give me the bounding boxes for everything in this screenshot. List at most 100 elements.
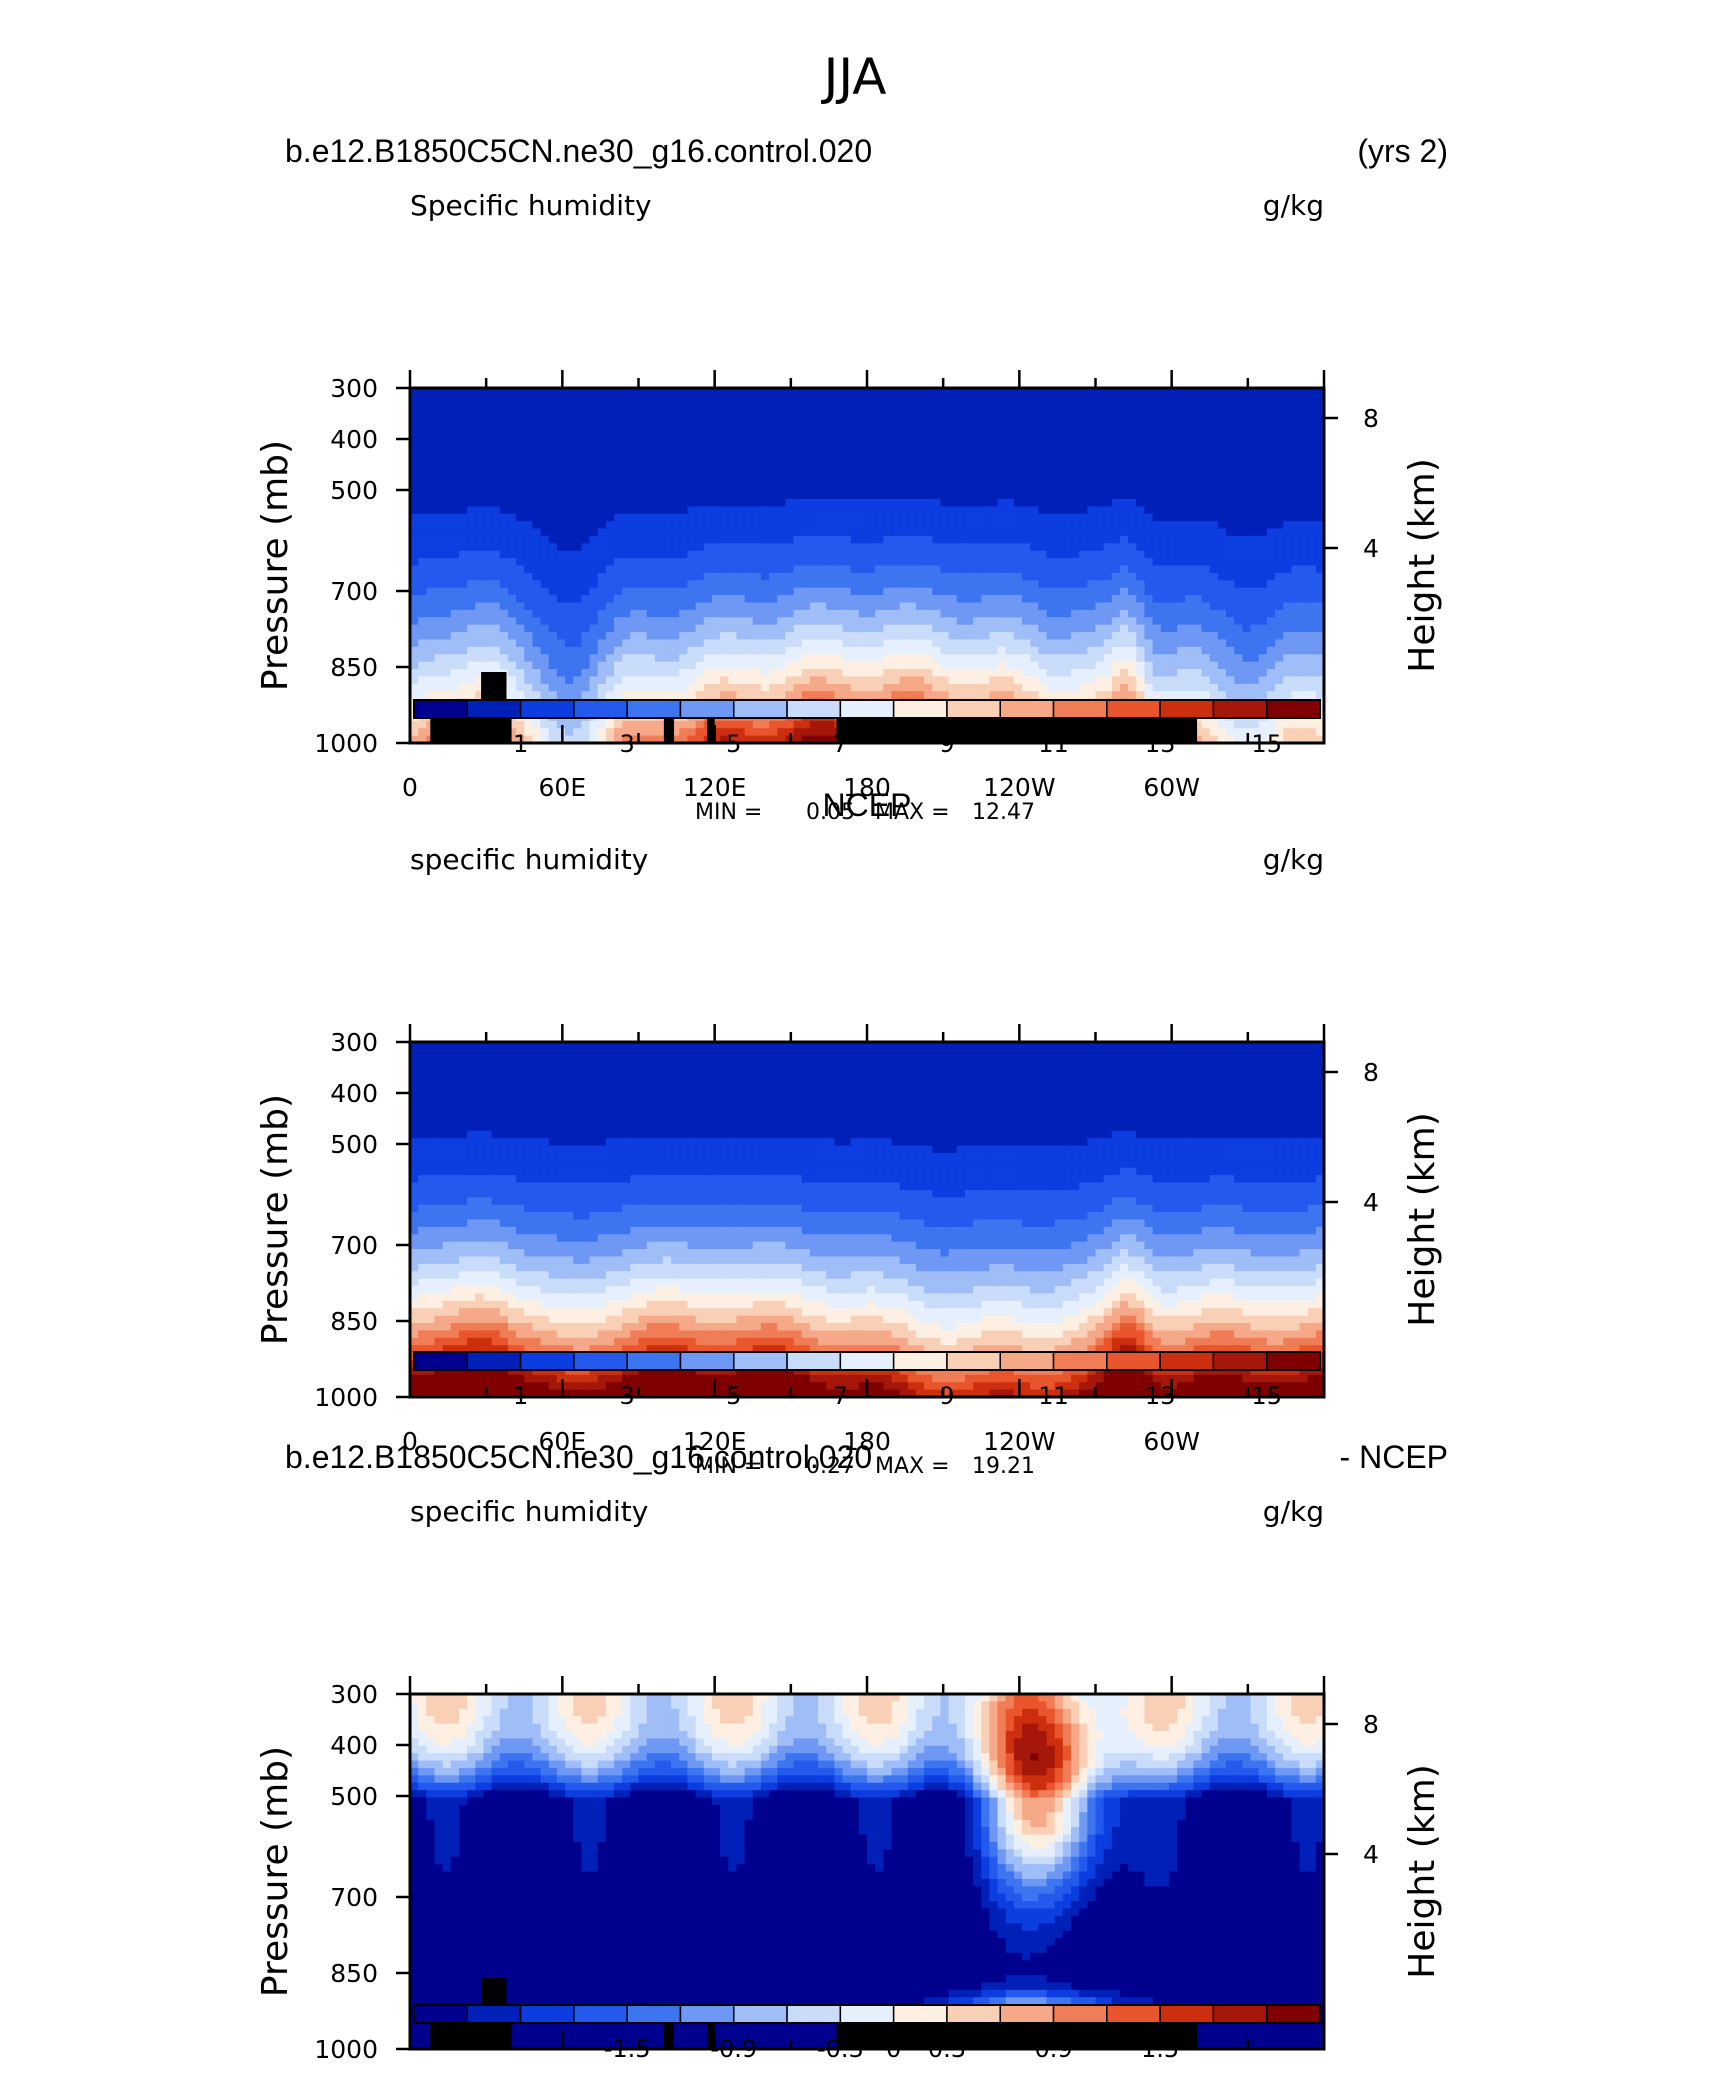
- contour-cell: [548, 476, 558, 485]
- contour-cell: [1128, 432, 1137, 441]
- contour-cell: [695, 595, 705, 604]
- contour-cell: [622, 513, 631, 522]
- contour-cell: [1209, 602, 1219, 611]
- contour-cell: [1022, 595, 1031, 604]
- contour-cell: [516, 661, 525, 670]
- contour-cell: [932, 402, 942, 411]
- contour-cell: [475, 469, 485, 478]
- contour-cell: [573, 550, 582, 559]
- contour-cell: [736, 454, 746, 463]
- contour-cell: [458, 432, 468, 441]
- contour-cell: [932, 609, 942, 618]
- contour-cell: [1226, 388, 1235, 396]
- contour-cell: [630, 521, 640, 530]
- contour-cell: [1185, 424, 1195, 433]
- contour-cell: [1209, 491, 1219, 500]
- contour-cell: [1013, 461, 1023, 470]
- contour-cell: [1315, 402, 1325, 411]
- contour-cell: [1315, 535, 1325, 544]
- contour-cell: [777, 491, 786, 500]
- contour-cell: [883, 632, 893, 641]
- contour-cell: [867, 691, 876, 700]
- contour-cell: [834, 528, 844, 537]
- contour-cell: [516, 417, 525, 426]
- contour-cell: [679, 535, 689, 544]
- contour-cell: [1111, 654, 1121, 663]
- contour-cell: [907, 424, 917, 433]
- contour-cell: [1103, 661, 1113, 670]
- contour-cell: [1168, 513, 1178, 522]
- contour-cell: [1005, 521, 1015, 530]
- contour-cell: [964, 595, 974, 604]
- contour-cell: [1022, 498, 1031, 507]
- contour-cell: [695, 439, 705, 448]
- contour-cell: [1062, 528, 1072, 537]
- contour-cell: [1250, 572, 1260, 581]
- contour-cell: [426, 609, 436, 618]
- contour-cell: [1144, 469, 1154, 478]
- contour-cell: [997, 632, 1007, 641]
- contour-cell: [875, 609, 884, 618]
- contour-cell: [826, 491, 835, 500]
- contour-cell: [793, 424, 803, 433]
- contour-cell: [1152, 395, 1162, 404]
- contour-cell: [1144, 587, 1154, 596]
- contour-cell: [1193, 461, 1203, 470]
- contour-cell: [499, 595, 509, 604]
- contour-cell: [703, 528, 713, 537]
- contour-cell: [809, 609, 819, 618]
- contour-cell: [434, 646, 444, 655]
- contour-cell: [744, 550, 754, 559]
- contour-cell: [532, 469, 542, 478]
- contour-cell: [1275, 417, 1284, 426]
- contour-cell: [801, 439, 811, 448]
- contour-cell: [1103, 624, 1113, 633]
- contour-cell: [858, 528, 868, 537]
- contour-cell: [1152, 609, 1162, 618]
- contour-cell: [450, 513, 460, 522]
- contour-cell: [948, 609, 958, 618]
- contour-cell: [581, 521, 591, 530]
- contour-cell: [940, 521, 950, 530]
- contour-cell: [540, 528, 550, 537]
- contour-cell: [973, 469, 982, 478]
- contour-cell: [1038, 602, 1048, 611]
- contour-cell: [654, 395, 664, 404]
- contour-cell: [1201, 676, 1211, 685]
- contour-cell: [679, 410, 689, 419]
- contour-cell: [581, 513, 591, 522]
- contour-cell: [1079, 609, 1088, 618]
- contour-cell: [1209, 454, 1219, 463]
- contour-cell: [899, 402, 909, 411]
- contour-cell: [1046, 402, 1056, 411]
- contour-cell: [981, 550, 991, 559]
- contour-cell: [687, 454, 697, 463]
- contour-cell: [924, 388, 933, 396]
- contour-cell: [1079, 646, 1088, 655]
- contour-cell: [556, 587, 566, 596]
- contour-cell: [499, 646, 509, 655]
- contour-cell: [1136, 558, 1146, 567]
- contour-cell: [679, 498, 689, 507]
- contour-cell: [1160, 609, 1170, 618]
- contour-cell: [1005, 661, 1015, 670]
- contour-cell: [483, 417, 493, 426]
- contour-cell: [1242, 476, 1252, 485]
- contour-cell: [891, 395, 901, 404]
- contour-cell: [875, 550, 884, 559]
- contour-cell: [883, 602, 893, 611]
- contour-cell: [1291, 417, 1301, 426]
- contour-cell: [646, 506, 656, 515]
- contour-cell: [1283, 624, 1292, 633]
- contour-cell: [850, 424, 860, 433]
- contour-cell: [597, 417, 607, 426]
- contour-cell: [1258, 558, 1268, 567]
- contour-cell: [981, 461, 991, 470]
- contour-cell: [1242, 572, 1252, 581]
- contour-cell: [1030, 521, 1039, 530]
- contour-cell: [654, 669, 664, 678]
- contour-cell: [442, 587, 452, 596]
- contour-cell: [1299, 639, 1309, 648]
- contour-cell: [769, 669, 778, 678]
- contour-cell: [1185, 617, 1195, 626]
